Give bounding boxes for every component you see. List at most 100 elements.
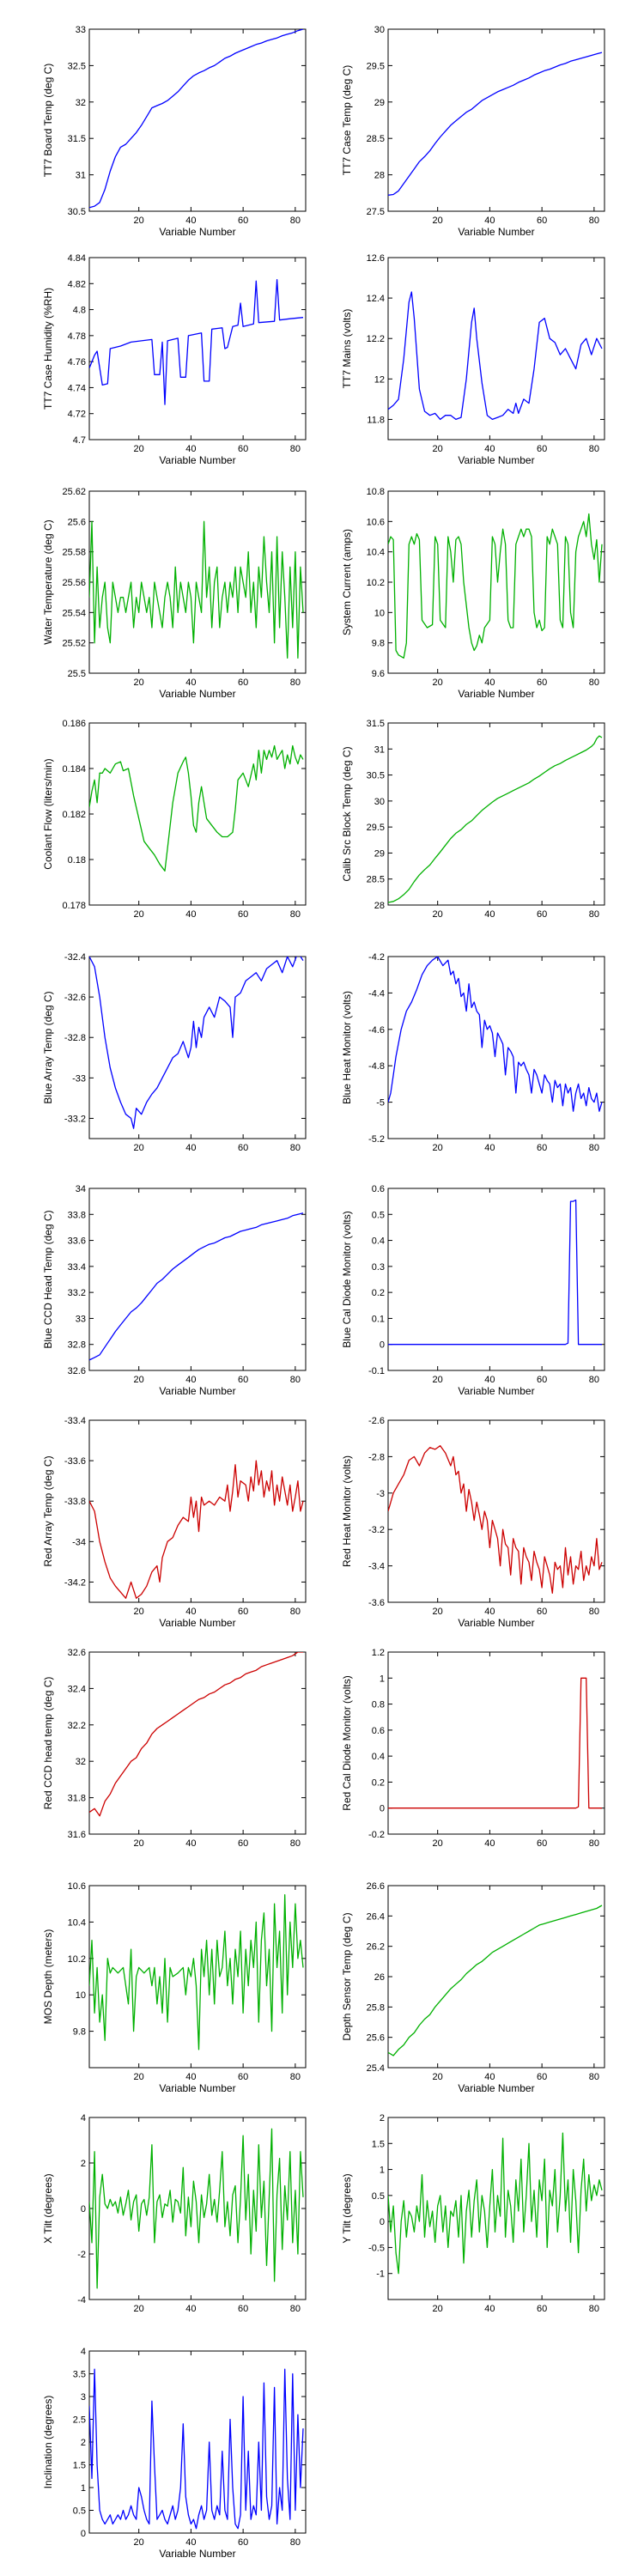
chart-12-ytick-label: 0.6 [372,1184,385,1194]
chart-12-ytick-label: 0.5 [372,1210,385,1220]
chart-13-xtick-label: 20 [134,1607,144,1617]
chart-6-xtick-label: 40 [484,677,495,688]
chart-5-ylabel: Water Temperature (deg C) [42,519,54,644]
chart-2-ylabel: TT7 Case Temp (deg C) [341,65,353,176]
chart-16-series-line [388,1677,602,1809]
chart-6-xlabel: Variable Number [458,688,534,700]
chart-14-ytick-label: -3.6 [368,1598,385,1608]
chart-19-xtick-label: 80 [290,2304,301,2314]
chart-4-ylabel: TT7 Mains (volts) [341,309,353,389]
chart-2-xtick-label: 40 [484,216,495,226]
chart-8-plot-area [387,722,605,906]
chart-12: -0.1 0 0.1 0.2 0.3 0.4 0.5 0.6 20 40 60 80 Variable … [341,1184,605,1397]
chart-9-xtick-label: 60 [238,1143,248,1153]
chart-6-ytick-label: 9.8 [372,639,385,649]
chart-21-xtick-label: 40 [185,2537,196,2548]
chart-5-xlabel: Variable Number [159,688,235,700]
chart-4: 11.8 12 12.2 12.4 12.6 20 40 60 80 Variable Numbe… [341,253,605,466]
chart-7-ytick-label: 0.182 [62,810,86,820]
chart-2-ytick-label: 30 [374,25,385,35]
chart-15-ytick-label: 32.2 [68,1721,86,1731]
chart-16-xtick-label: 80 [589,1838,599,1849]
chart-10-ytick-label: -4.8 [368,1061,385,1072]
chart-3-ytick-label: 4.8 [73,306,86,316]
chart-18-ytick-label: 26.4 [367,1911,385,1922]
chart-2: 27.5 28 28.5 29 29.5 30 20 40 60 80 Variable Numbe… [341,25,605,238]
chart-10-xtick-label: 60 [537,1143,547,1153]
chart-19-ytick-label: 0 [81,2204,86,2215]
chart-2-ytick-label: 28.5 [367,134,385,144]
chart-7-ylabel: Coolant Flow (liters/min) [42,758,54,869]
chart-18-xtick-label: 40 [484,2072,495,2082]
chart-16-plot-area [387,1651,605,1835]
chart-11-ytick-label: 32.6 [68,1366,86,1376]
chart-13-ytick-label: -34 [72,1537,86,1547]
chart-11-xtick-label: 60 [238,1375,248,1385]
chart-5-xtick-label: 20 [134,677,144,688]
chart-10: -5.2 -5 -4.8 -4.6 -4.4 -4.2 20 40 60 80 Blue Heat … [341,952,605,1153]
chart-9-xtick-label: 80 [290,1143,301,1153]
chart-15-xtick-label: 20 [134,1838,144,1849]
chart-16-ytick-label: 1 [380,1674,385,1684]
chart-12-ytick-label: 0.2 [372,1288,385,1298]
chart-20-ytick-label: 1 [380,2166,385,2176]
chart-4-xtick-label: 40 [484,444,495,454]
chart-3-ytick-label: 4.74 [68,383,86,393]
chart-1-xtick-label: 80 [290,216,301,226]
chart-4-ytick-label: 12.4 [367,294,385,304]
chart-15-ytick-label: 31.6 [68,1830,86,1840]
chart-20-xtick-label: 80 [589,2304,599,2314]
chart-12-xtick-label: 80 [589,1375,599,1385]
chart-6-ytick-label: 10.8 [367,487,385,497]
chart-7-xtick-label: 40 [185,909,196,920]
chart-10-ytick-label: -4.2 [368,952,385,963]
chart-7-xtick-label: 80 [290,909,301,920]
chart-10-xtick-label: 40 [484,1143,495,1153]
chart-18-ylabel: Depth Sensor Temp (deg C) [341,1912,353,2040]
chart-5-xtick-label: 40 [185,677,196,688]
chart-1-ytick-label: 31 [76,171,86,181]
chart-17-xtick-label: 20 [134,2072,144,2082]
chart-8-ytick-label: 28.5 [367,875,385,885]
chart-1-ytick-label: 31.5 [68,134,86,144]
chart-18-plot-area [387,1885,605,2069]
chart-6-xtick-label: 80 [589,677,599,688]
chart-9-ytick-label: -32.8 [64,1033,86,1043]
chart-8-ytick-label: 31 [374,744,385,755]
chart-4-xtick-label: 80 [589,444,599,454]
chart-2-ytick-label: 27.5 [367,207,385,217]
chart-21-series-line [89,2368,304,2530]
chart-18: 25.4 25.6 25.8 26 26.2 26.4 26.6 20 40 60 80 Variab… [341,1881,605,2094]
chart-11-ytick-label: 33.8 [68,1210,86,1220]
chart-8-ytick-label: 30.5 [367,771,385,781]
chart-11-ytick-label: 33.2 [68,1288,86,1298]
chart-18-ytick-label: 25.6 [367,2033,385,2044]
chart-8-ytick-label: 28 [374,901,385,911]
chart-9: -33.2 -33 -32.8 -32.6 -32.4 20 40 60 80 Blue Arra… [42,952,307,1153]
chart-19-ylabel: X Tilt (degrees) [42,2173,54,2243]
chart-14-xlabel: Variable Number [458,1617,534,1629]
chart-13-xtick-label: 40 [185,1607,196,1617]
chart-9-ytick-label: -33.2 [64,1114,86,1124]
chart-2-xtick-label: 80 [589,216,599,226]
chart-15: 31.6 31.8 32 32.2 32.4 32.6 20 40 60 80 Red CCD he… [42,1648,307,1849]
chart-18-xlabel: Variable Number [458,2082,534,2094]
chart-1-ytick-label: 32.5 [68,61,86,71]
chart-13: -34.2 -34 -33.8 -33.6 -33.4 20 40 60 80 Variable … [42,1416,307,1629]
chart-4-plot-area [387,257,605,440]
chart-13-ytick-label: -33.6 [64,1456,86,1467]
chart-15-xtick-label: 60 [238,1838,248,1849]
chart-13-ytick-label: -33.8 [64,1497,86,1507]
chart-8-xtick-label: 40 [484,909,495,920]
chart-9-ytick-label: -32.6 [64,993,86,1003]
chart-4-xtick-label: 60 [537,444,547,454]
chart-9-plot-area [88,956,307,1139]
chart-11-ytick-label: 33 [76,1314,86,1324]
chart-9-series-line [89,957,304,1129]
chart-18-xtick-label: 60 [537,2072,547,2082]
chart-17-ytick-label: 10.4 [68,1917,86,1928]
chart-12-plot-area [387,1188,605,1371]
chart-17-xtick-label: 40 [185,2072,196,2082]
chart-15-plot-area [88,1651,307,1835]
chart-1-xtick-label: 60 [238,216,248,226]
